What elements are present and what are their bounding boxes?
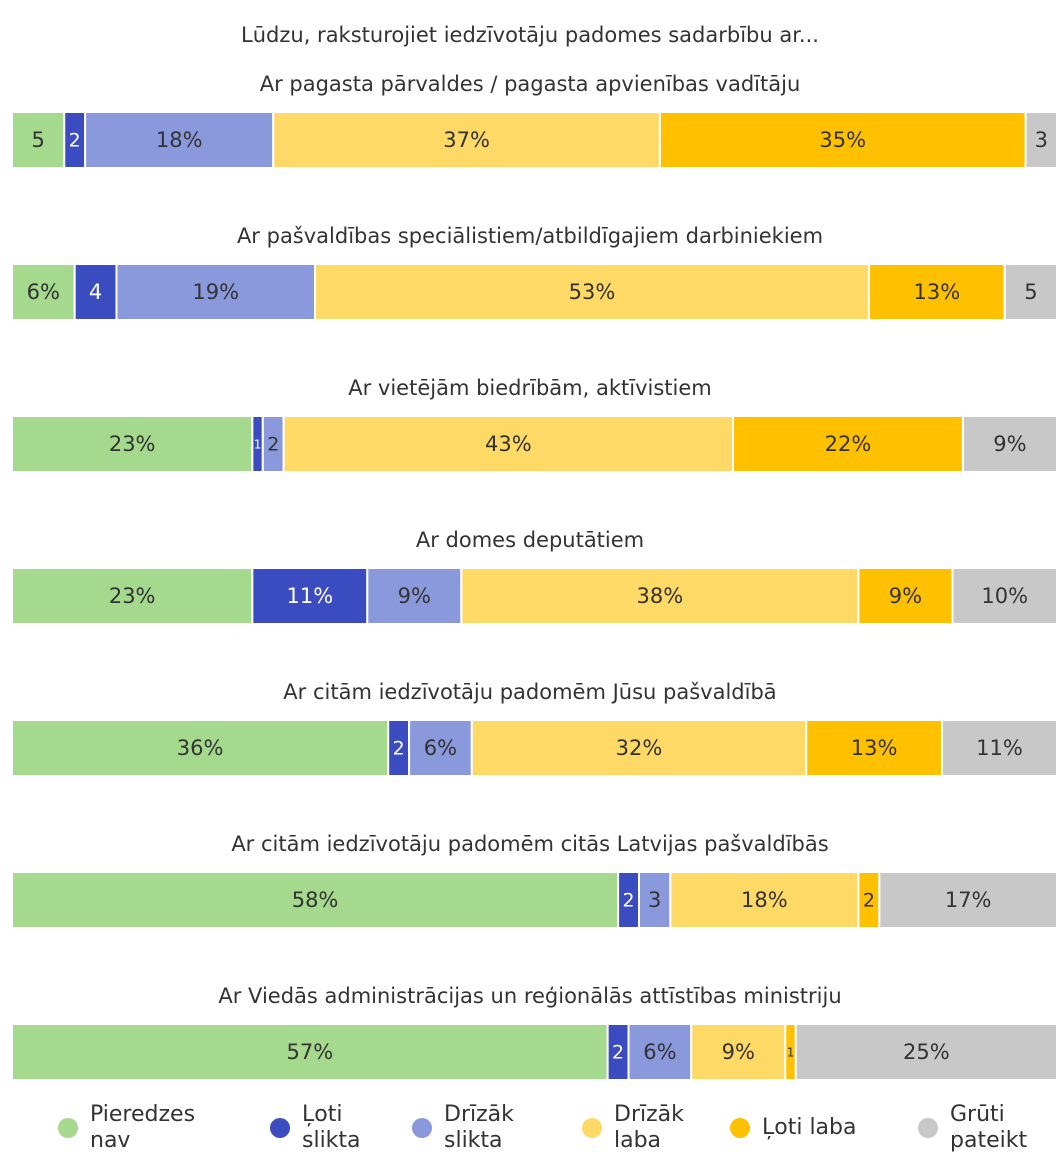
legend-label: Ļoti laba — [762, 1115, 857, 1140]
bar-subtitle: Ar citām iedzīvotāju padomēm Jūsu pašval… — [283, 680, 776, 704]
bar-segment — [272, 111, 661, 169]
bar-segment — [470, 719, 808, 777]
data-label: 13% — [913, 280, 960, 304]
legend-marker — [730, 1118, 750, 1138]
legend-label: Pieredzes nav — [90, 1102, 196, 1153]
bar-segment — [11, 263, 76, 321]
data-label: 18% — [156, 128, 203, 152]
data-label: 43% — [485, 432, 532, 456]
bar-segment — [460, 567, 860, 625]
data-label: 2 — [612, 1042, 624, 1064]
bar-segment — [805, 719, 944, 777]
data-label: 19% — [192, 280, 239, 304]
data-label: 53% — [569, 280, 616, 304]
legend-label: Ļoti slikta — [302, 1102, 361, 1153]
bar-segment — [115, 263, 317, 321]
bar-segment — [690, 1023, 787, 1081]
legend-label: Grūti pateikt — [950, 1102, 1028, 1153]
bar-subtitle: Ar pagasta pārvaldes / pagasta apvienība… — [260, 72, 801, 96]
bar-segment — [638, 871, 672, 929]
bar-segment — [84, 111, 275, 169]
data-label: 5 — [1024, 280, 1037, 304]
data-label: 58% — [292, 888, 339, 912]
legend: Pieredzes nav Ļoti slikta Drīzāk slikta Drī… — [0, 1098, 1061, 1160]
data-label: 2 — [267, 434, 279, 456]
bar-segment — [941, 719, 1058, 777]
data-label: 2 — [393, 738, 405, 760]
data-label: 35% — [819, 128, 866, 152]
bar-segment — [11, 1023, 609, 1081]
bar-segment — [1003, 263, 1058, 321]
data-label: 36% — [177, 736, 224, 760]
bar-segment — [732, 415, 964, 473]
data-label: 1 — [254, 438, 262, 452]
data-label: 9% — [398, 584, 431, 608]
bar-segment — [314, 263, 870, 321]
legend-item: Drīzāk slikta — [412, 1098, 539, 1158]
data-label: 2 — [69, 130, 81, 152]
legend-marker — [58, 1118, 78, 1138]
bar-subtitle: Ar vietējām biedrībām, aktīvistiem — [348, 376, 711, 400]
legend-marker — [582, 1118, 602, 1138]
chart: Lūdzu, raksturojiet iedzīvotāju padomes … — [11, 23, 1059, 1081]
data-label: 11% — [286, 584, 333, 608]
chart-title: Lūdzu, raksturojiet iedzīvotāju padomes … — [241, 23, 819, 47]
bar-subtitle: Ar citām iedzīvotāju padomēm citās Latvi… — [231, 832, 828, 856]
data-label: 23% — [109, 584, 156, 608]
bar-subtitle: Ar pašvaldības speciālistiem/atbildīgaji… — [237, 224, 823, 248]
legend-item: Pieredzes nav — [58, 1098, 220, 1158]
bar-subtitle: Ar Viedās administrācijas un reģionālās … — [218, 984, 841, 1008]
data-label: 3 — [1035, 128, 1048, 152]
data-label: 38% — [637, 584, 684, 608]
bar-segment — [11, 415, 254, 473]
data-label: 11% — [976, 736, 1023, 760]
data-label: 9% — [993, 432, 1026, 456]
legend-item: Grūti pateikt — [918, 1098, 1050, 1158]
data-label: 6% — [643, 1040, 676, 1064]
data-label: 9% — [722, 1040, 755, 1064]
legend-marker — [270, 1118, 290, 1138]
data-label: 2 — [623, 890, 635, 912]
data-label: 25% — [903, 1040, 950, 1064]
data-label: 3 — [648, 888, 661, 912]
legend-item: Drīzāk laba — [582, 1098, 709, 1158]
bar-segment — [961, 415, 1059, 473]
bar-segment — [1024, 111, 1059, 169]
data-label: 5 — [31, 128, 44, 152]
bar-segment — [11, 567, 254, 625]
bar-segment — [11, 719, 390, 777]
data-label: 13% — [851, 736, 898, 760]
bar-subtitle: Ar domes deputātiem — [416, 528, 644, 552]
data-label: 22% — [825, 432, 872, 456]
data-label: 1 — [787, 1046, 795, 1060]
legend-item: Ļoti laba — [730, 1098, 857, 1158]
legend-marker — [918, 1118, 938, 1138]
data-label: 6% — [27, 280, 60, 304]
bar-segment — [11, 111, 66, 169]
bar-segment — [794, 1023, 1058, 1081]
data-label: 6% — [424, 736, 457, 760]
legend-label: Drīzāk laba — [614, 1102, 684, 1153]
legend-marker — [412, 1118, 432, 1138]
data-label: 9% — [889, 584, 922, 608]
legend-label: Drīzāk slikta — [444, 1102, 514, 1153]
data-label: 18% — [741, 888, 788, 912]
bar-segment — [878, 871, 1058, 929]
bar-segment — [366, 567, 463, 625]
data-label: 32% — [616, 736, 663, 760]
data-label: 37% — [443, 128, 490, 152]
bar-segment — [867, 263, 1006, 321]
bar-segment — [658, 111, 1027, 169]
bar-segment — [951, 567, 1058, 625]
data-label: 4 — [89, 280, 102, 304]
data-label: 57% — [286, 1040, 333, 1064]
data-label: 10% — [981, 584, 1028, 608]
data-label: 23% — [109, 432, 156, 456]
data-label: 17% — [945, 888, 992, 912]
data-label: 2 — [863, 890, 875, 912]
legend-item: Ļoti slikta — [270, 1098, 372, 1158]
bar-segment — [251, 567, 369, 625]
